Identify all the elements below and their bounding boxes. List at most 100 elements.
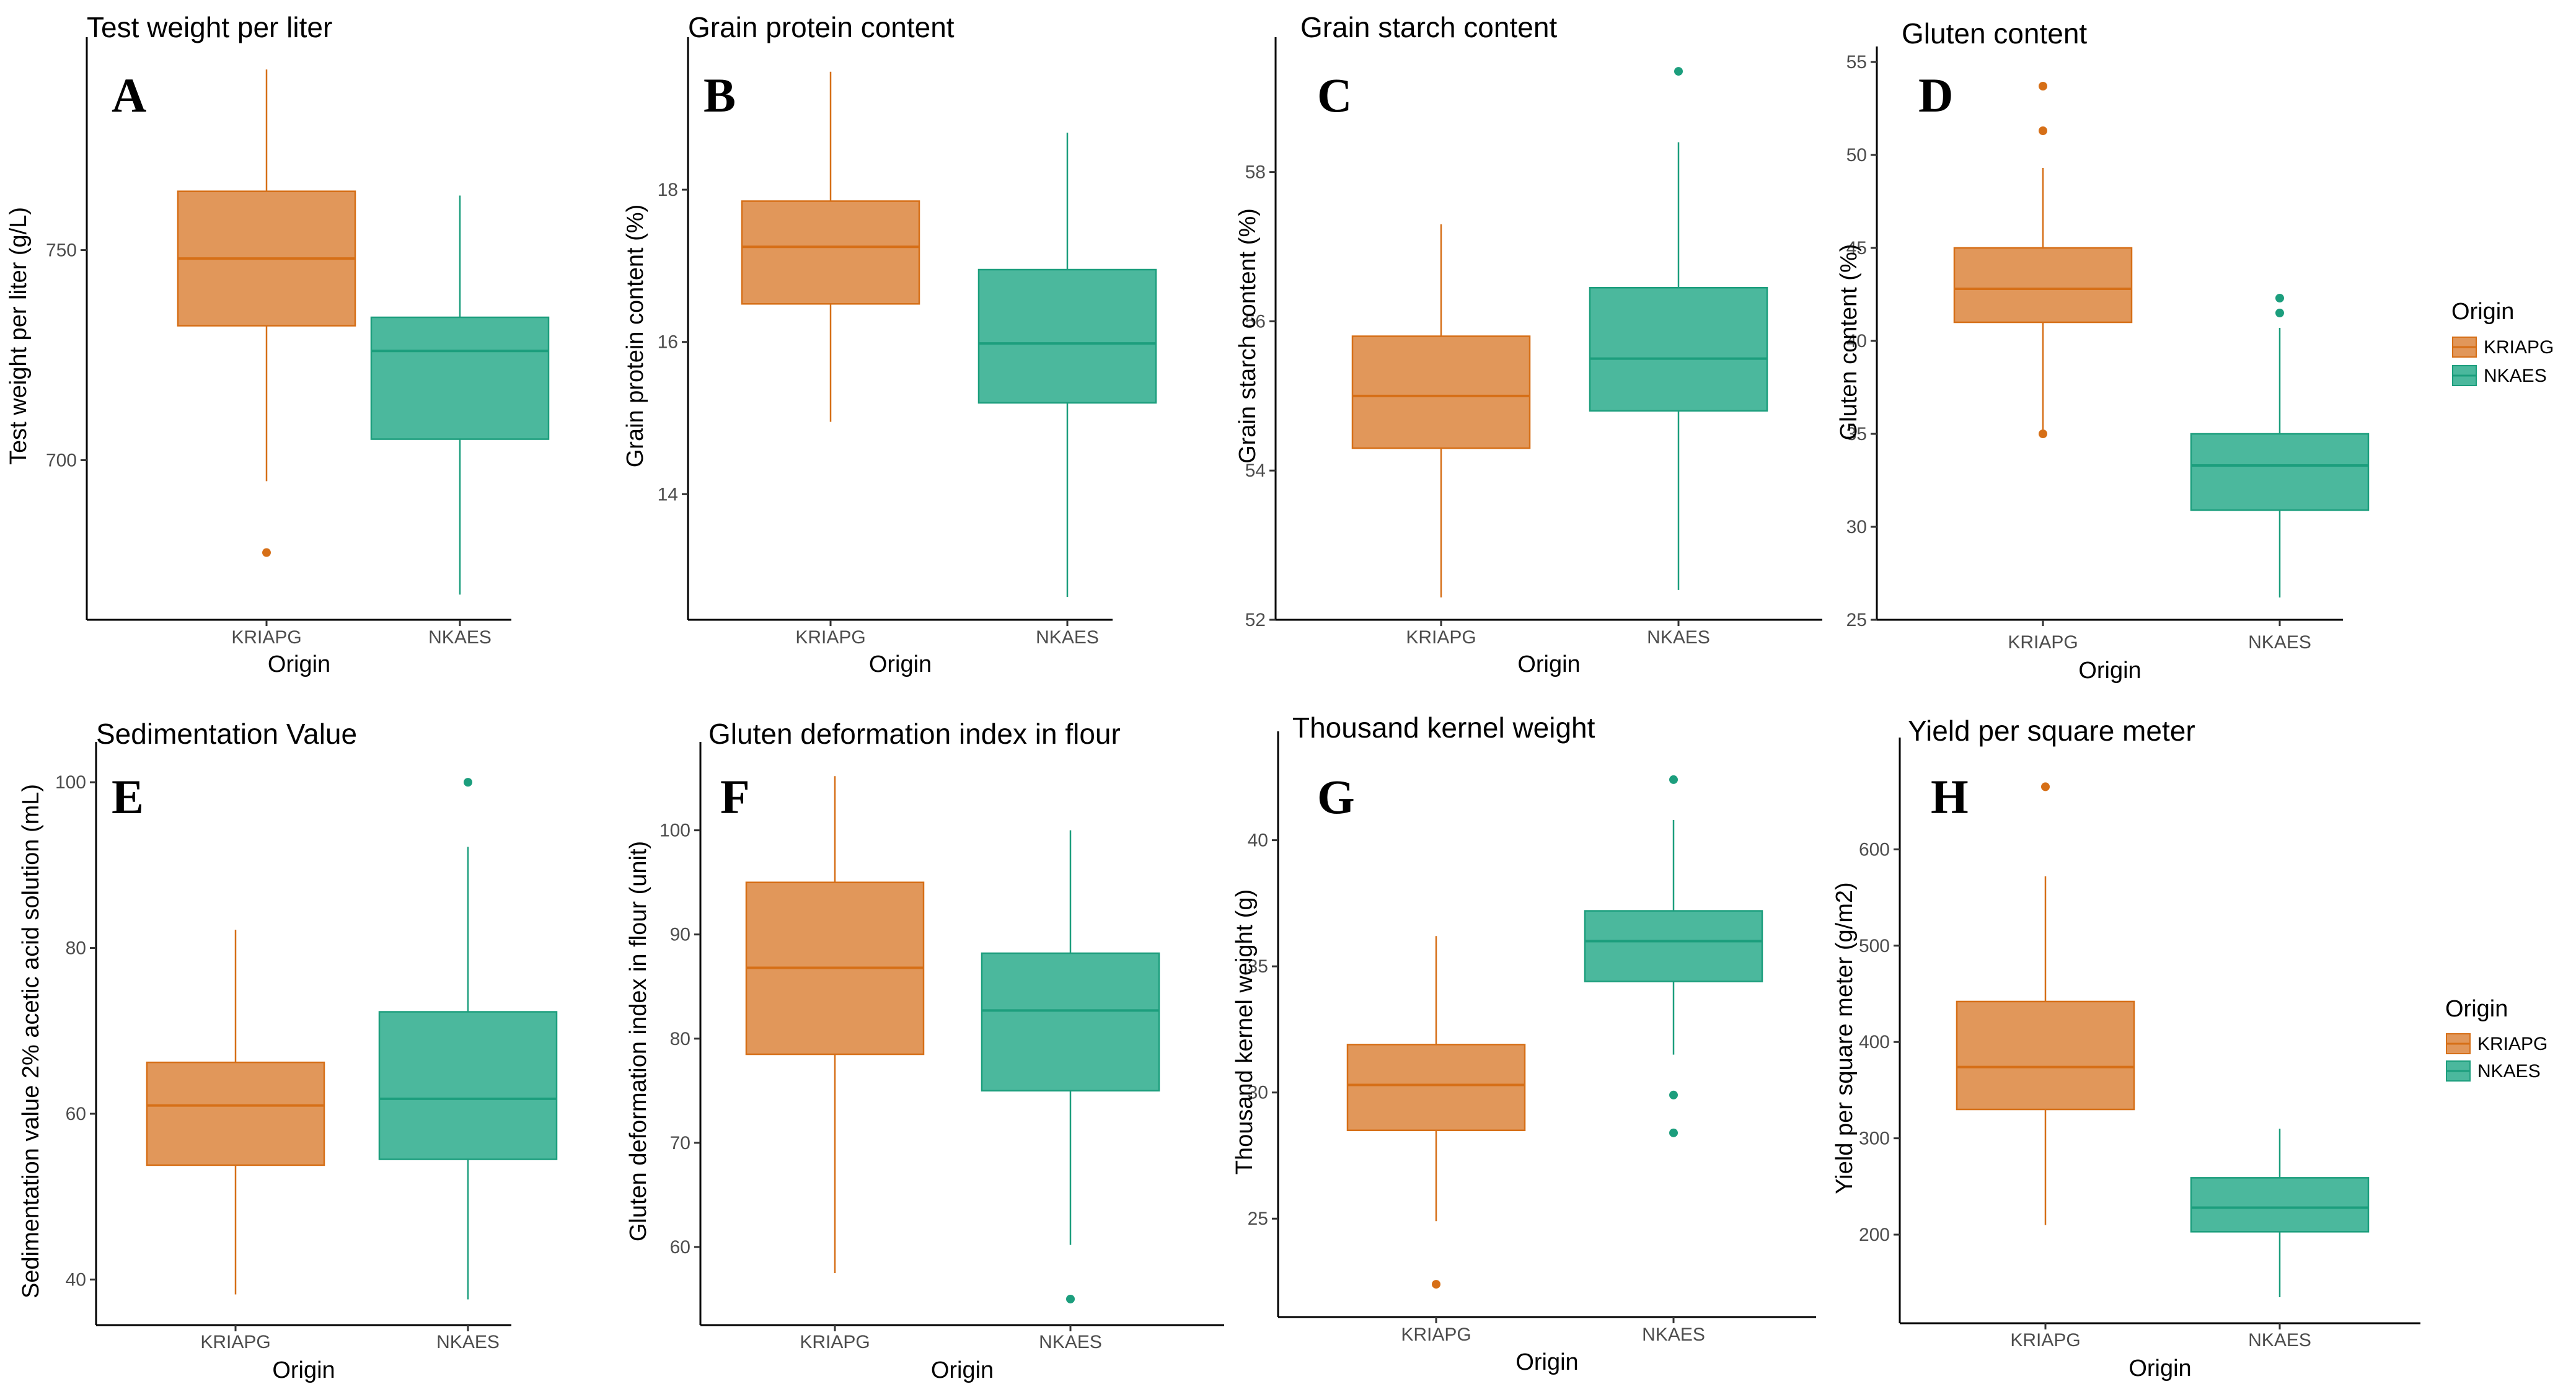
panel-label: C (1317, 68, 1352, 122)
box-nkaes: NKAES (981, 830, 1160, 1352)
panel-label: F (720, 770, 750, 824)
iqr-box (146, 1061, 325, 1166)
y-tick-label: 80 (670, 1029, 690, 1049)
iqr-box (1953, 247, 2133, 324)
outlier-point (1066, 1294, 1075, 1303)
x-axis-label: Origin (869, 651, 932, 677)
x-axis-label: Origin (1517, 651, 1580, 677)
y-tick-label: 25 (1248, 1209, 1268, 1229)
panel-title: Gluten deformation index in flour (708, 718, 1121, 750)
x-tick-label: NKAES (1039, 1332, 1102, 1352)
panel-title: Test weight per liter (87, 11, 332, 43)
y-axis-label: Sedimentation value 2% acetic acid solut… (18, 784, 44, 1298)
y-axis-label: Gluten deformation index in flour (unit) (625, 841, 651, 1241)
x-tick-label: NKAES (428, 627, 492, 648)
y-tick-label: 50 (1846, 145, 1867, 165)
iqr-box (1351, 335, 1531, 449)
outlier-point (2041, 782, 2050, 791)
y-tick-label: 45 (1846, 238, 1867, 258)
y-tick-label: 60 (670, 1237, 690, 1258)
legend-label: KRIAPG (2484, 337, 2554, 358)
y-tick-label: 16 (658, 332, 678, 353)
outlier-point (1674, 67, 1683, 76)
y-tick-label: 25 (1846, 610, 1867, 630)
legend-label: NKAES (2484, 366, 2547, 386)
panel-label: G (1317, 770, 1355, 824)
outlier-point (2275, 294, 2284, 302)
x-tick-label: KRIAPG (200, 1332, 270, 1352)
box-nkaes: NKAES (2190, 1129, 2370, 1351)
panel-c: Grain starch content C 52 54 56 58 Grain starc… (1235, 11, 1822, 677)
legend-title: Origin (2451, 299, 2514, 325)
outlier-point (1432, 1280, 1440, 1289)
x-tick-label: KRIAPG (1401, 1324, 1471, 1345)
y-tick-label: 600 (1859, 839, 1890, 860)
iqr-box (741, 200, 920, 305)
x-tick-label: KRIAPG (231, 627, 301, 648)
box-nkaes: NKAES (2190, 294, 2370, 653)
legend: Origin KRIAPG NKAES (2445, 996, 2547, 1082)
panel-label: A (112, 68, 146, 122)
x-tick-label: NKAES (1647, 627, 1710, 648)
panel-title: Grain protein content (688, 11, 955, 43)
legend-item-kriapg: KRIAPG (2452, 337, 2554, 358)
y-tick-label: 14 (658, 484, 678, 505)
iqr-box (1584, 910, 1763, 982)
panel-label: E (112, 770, 144, 824)
y-tick-label: 35 (1846, 424, 1867, 444)
legend: Origin KRIAPG NKAES (2451, 299, 2554, 386)
y-axis-label: Thousand kernel weight (g) (1232, 889, 1258, 1174)
box-nkaes: NKAES (977, 132, 1157, 648)
outlier-point (1669, 1128, 1678, 1137)
x-tick-label: NKAES (436, 1332, 500, 1352)
iqr-box (1589, 286, 1768, 412)
y-tick-label: 400 (1859, 1032, 1890, 1052)
legend-label: NKAES (2477, 1061, 2541, 1082)
box-kriapg: KRIAPG (741, 71, 920, 648)
iqr-box (378, 1011, 558, 1160)
y-tick-label: 40 (1248, 831, 1268, 851)
x-tick-label: NKAES (2248, 632, 2311, 653)
x-tick-label: KRIAPG (1406, 627, 1476, 648)
box-kriapg: KRIAPG (1953, 82, 2133, 653)
y-tick-label: 30 (1248, 1083, 1268, 1103)
y-axis-label: Grain protein content (%) (622, 205, 648, 468)
y-tick-label: 200 (1859, 1225, 1890, 1245)
legend-item-nkaes: NKAES (2452, 365, 2547, 386)
outlier-point (2039, 126, 2047, 135)
y-axis-label: Gluten content (%) (1836, 244, 1862, 441)
y-axis-label: Yield per square meter (g/m2) (1832, 882, 1858, 1194)
y-tick-label: 60 (66, 1104, 86, 1124)
iqr-box (977, 268, 1157, 404)
x-tick-label: NKAES (1642, 1324, 1705, 1345)
x-axis-label: Origin (272, 1357, 335, 1383)
y-axis-label: Test weight per liter (g/L) (6, 207, 32, 465)
x-axis-label: Origin (931, 1357, 994, 1383)
y-tick-label: 40 (66, 1269, 86, 1290)
panel-b: Grain protein content B 14 16 18 Grain protei… (622, 11, 1157, 677)
iqr-box (1956, 1000, 2135, 1111)
panel-g: Thousand kernel weight G 25 30 35 40 Thousand … (1232, 712, 1816, 1375)
panel-h: Yield per square meter H 200 300 400 500 600 Yi… (1832, 715, 2547, 1382)
box-kriapg: KRIAPG (745, 776, 925, 1352)
box-nkaes: NKAES (1589, 67, 1768, 648)
y-tick-label: 35 (1248, 956, 1268, 977)
y-tick-label: 750 (46, 240, 77, 261)
panel-e: Sedimentation Value E 40 60 80 100 Sedimentati… (18, 718, 558, 1383)
iqr-box (2190, 1177, 2370, 1233)
panel-title: Thousand kernel weight (1292, 712, 1595, 744)
outlier-point (2039, 430, 2047, 438)
outlier-point (464, 778, 472, 787)
panel-label: H (1931, 770, 1969, 824)
panel-d: Gluten content D 25 30 35 40 45 50 55 Gluten cont… (1836, 17, 2554, 684)
x-tick-label: KRIAPG (2010, 1330, 2080, 1351)
y-tick-label: 100 (659, 821, 690, 841)
y-axis-label: Grain starch content (%) (1235, 208, 1261, 464)
legend-item-kriapg: KRIAPG (2446, 1033, 2547, 1054)
box-nkaes: NKAES (370, 195, 550, 648)
legend-item-nkaes: NKAES (2446, 1060, 2541, 1082)
iqr-box (981, 952, 1160, 1092)
outlier-point (2275, 309, 2284, 317)
iqr-box (2190, 433, 2370, 511)
box-kriapg: KRIAPG (146, 930, 325, 1352)
